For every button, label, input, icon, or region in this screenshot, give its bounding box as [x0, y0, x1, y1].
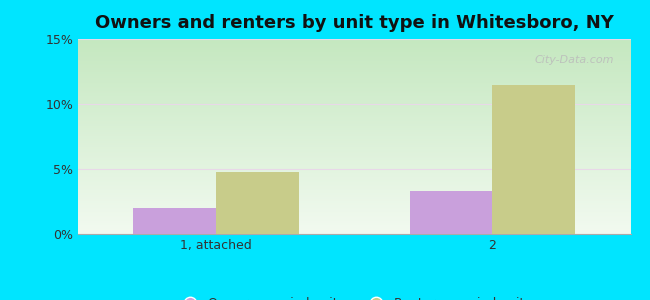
Bar: [216, 172, 299, 234]
Title: Owners and renters by unit type in Whitesboro, NY: Owners and renters by unit type in White…: [95, 14, 614, 32]
Bar: [133, 208, 216, 234]
Text: City-Data.com: City-Data.com: [534, 55, 614, 64]
Bar: [493, 85, 575, 234]
Bar: [410, 191, 493, 234]
Legend: Owner occupied units, Renter occupied units: Owner occupied units, Renter occupied un…: [172, 292, 536, 300]
